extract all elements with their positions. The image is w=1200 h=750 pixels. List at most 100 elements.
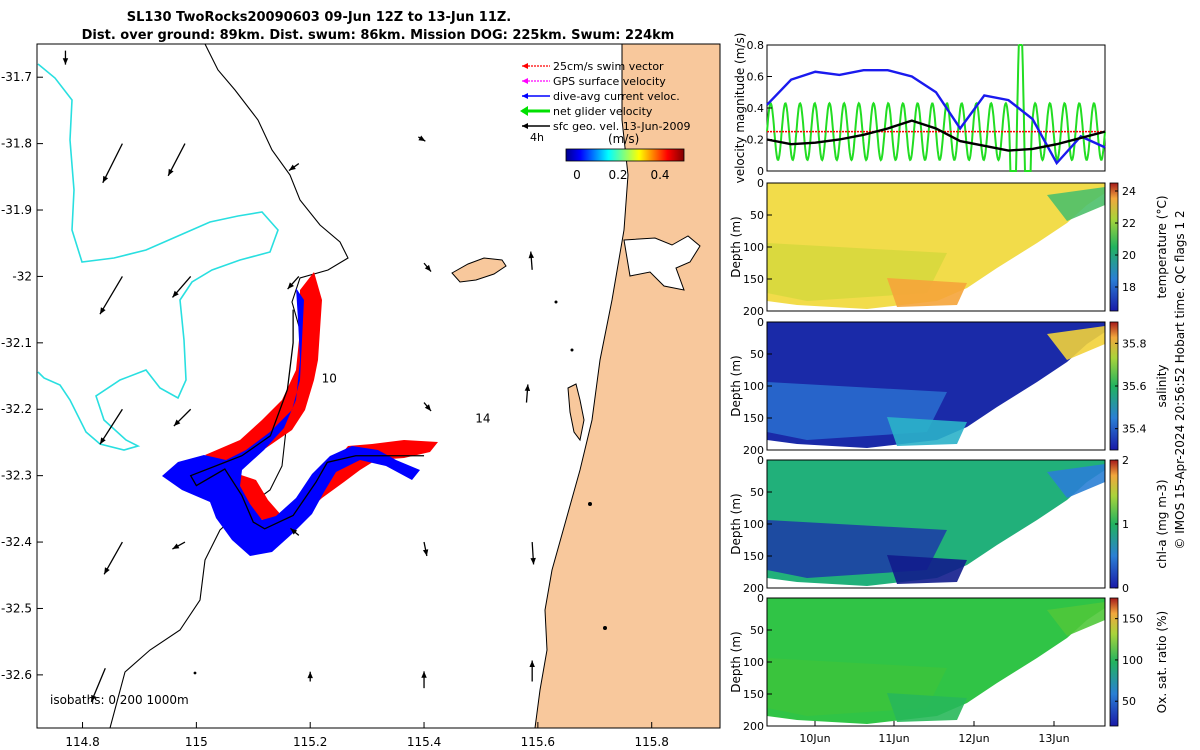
depth-tick-label: 200	[743, 444, 764, 457]
legend-arrowhead-swim	[522, 63, 528, 69]
depth-axis-label: Depth (m)	[729, 493, 743, 554]
depth-tick-label: 100	[743, 380, 764, 393]
copyright-note: © IMOS 15-Apr-2024 20:56:52 Hobart time.…	[1173, 210, 1187, 549]
geo-vector-arrow	[172, 541, 186, 550]
salinity-section: 0 50 100 150 200 Depth (m) 35.4 35.6 35.8 salinit…	[729, 316, 1169, 457]
colorbar-label: salinity	[1155, 364, 1169, 407]
map-x-axis: 114.8 115 115.2 115.4 115.6 115.8	[65, 722, 669, 749]
garden-island	[567, 383, 585, 442]
map-colorbar: 4h (m/s) 0 0.2 0.4	[530, 131, 685, 182]
geo-vector-arrow	[288, 163, 300, 172]
depth-tick-label: 200	[743, 305, 764, 318]
geo-vector-arrow	[290, 527, 300, 536]
colorbar-tick-label: 35.8	[1122, 337, 1147, 350]
geo-vector-arrow	[90, 667, 106, 703]
geo-vector-arrow	[173, 408, 192, 427]
depth-axis-label: Depth (m)	[729, 216, 743, 277]
section-band	[887, 278, 967, 307]
depth-tick-label: 100	[743, 656, 764, 669]
section-band	[1047, 187, 1105, 221]
velocity-y-axis: 0 0.2 0.4 0.6 0.8	[747, 39, 772, 178]
colorbar-tick-label: 1	[1122, 518, 1129, 531]
temperature-section: 0 50 100 150 200 Depth (m) 18 20 22 24 temperature…	[729, 177, 1169, 318]
depth-tick-label: 150	[743, 273, 764, 286]
velocity-panel: 0 0.2 0.4 0.6 0.8 velocity magnitude (m/s)	[733, 33, 1106, 184]
isobath-200m	[109, 44, 349, 728]
geo-vector-arrow	[102, 143, 123, 184]
geo-vector-arrow	[99, 408, 123, 445]
coast-dot	[193, 671, 197, 675]
chlorophyll-section: 0 50 100 150 200 Depth (m) 0 1 2 chl-a (mg m-3)	[729, 454, 1169, 595]
velocity-ylabel: velocity magnitude (m/s)	[733, 33, 747, 184]
geo-vector-arrow	[171, 276, 192, 298]
colorbar-gradient	[565, 148, 685, 162]
colorbar-tick: 0.4	[650, 168, 669, 182]
legend-arrowhead-current	[522, 93, 528, 99]
section-colorbar	[1109, 182, 1119, 312]
estuary-land	[623, 235, 701, 291]
colorbar-tick-label: 2	[1122, 454, 1129, 467]
geo-vector-arrow	[524, 384, 531, 403]
time-tick-label: 12Jun	[958, 732, 989, 745]
colorbar-tick-label: 50	[1122, 695, 1136, 708]
title-line-1: SL130 TwoRocks20090603 09-Jun 12Z to 13-…	[127, 10, 512, 25]
velocity-y-tick-label: 0.8	[747, 39, 765, 52]
colorbar-tick-label: 20	[1122, 249, 1136, 262]
geo-vector-arrow	[421, 671, 427, 689]
legend-entry-net: net glider velocity	[553, 105, 653, 118]
velocity-frame	[766, 44, 1106, 172]
isobaths-note: isobaths: 0 200 1000m	[50, 693, 189, 707]
title-line-2: Dist. over ground: 89km. Dist. swum: 86k…	[82, 28, 675, 43]
time-axis: 10Jun 11Jun 12Jun 13Jun	[799, 721, 1070, 745]
geo-vector-arrow	[103, 541, 123, 575]
map-y-tick-label: -32.2	[1, 402, 32, 416]
geo-vector-arrow	[528, 251, 534, 270]
coast-dot	[570, 348, 574, 352]
map-y-tick-label: -32.5	[1, 601, 32, 615]
depth-tick-label: 50	[750, 209, 764, 222]
colorbar-tick: 0	[573, 168, 581, 182]
section-colorbar	[1109, 597, 1119, 727]
depth-axis-label: Depth (m)	[729, 355, 743, 416]
depth-tick-label: 200	[743, 720, 764, 733]
section-band	[887, 693, 967, 722]
map-y-tick-label: -32.3	[1, 469, 32, 483]
geo-vector-arrow	[423, 402, 432, 412]
map-y-axis: -31.7 -31.8 -31.9 -32 -32.1 -32.2 -32.3 -32.4 -3…	[1, 70, 43, 682]
map-legend: 25cm/s swim vector GPS surface velocity …	[520, 60, 690, 133]
legend-entry-current: dive-avg current veloc.	[553, 90, 680, 103]
time-tick-label: 13Jun	[1038, 732, 1069, 745]
depth-tick-label: 50	[750, 486, 764, 499]
map-x-tick-label: 114.8	[65, 735, 99, 749]
colorbar-tick-label: 35.6	[1122, 380, 1147, 393]
geo-vector-arrow	[287, 275, 300, 290]
geo-velocity-vectors	[62, 50, 536, 703]
depth-axis-label: Depth (m)	[729, 631, 743, 692]
colorbar-tick-label: 150	[1122, 613, 1143, 626]
map-x-tick-label: 115.4	[407, 735, 441, 749]
land-area	[534, 44, 720, 728]
current-speed-line	[766, 68, 1106, 166]
depth-tick-label: 50	[750, 348, 764, 361]
depth-tick-label: 0	[757, 454, 764, 467]
depth-tick-label: 200	[743, 582, 764, 595]
map-y-tick-label: -31.7	[1, 70, 32, 84]
current-velocity-swath	[162, 288, 420, 556]
velocity-y-tick-label: 0.2	[747, 134, 765, 147]
geo-speed-line	[766, 119, 1106, 152]
colorbar-unit-label: (m/s)	[608, 132, 639, 146]
section-band	[887, 417, 967, 446]
colorbar-tick-label: 22	[1122, 217, 1136, 230]
time-tick-label: 11Jun	[878, 732, 909, 745]
depth-tick-label: 0	[757, 177, 764, 190]
isobath-1000m	[37, 63, 279, 451]
colorbar-scale-label: 4h	[530, 131, 544, 144]
depth-tick-label: 0	[757, 316, 764, 329]
legend-arrowhead-net	[520, 106, 528, 116]
depth-tick-label: 0	[757, 592, 764, 605]
depth-tick-label: 150	[743, 550, 764, 563]
map-y-tick-label: -31.8	[1, 137, 32, 151]
map-y-tick-label: -32.1	[1, 336, 32, 350]
